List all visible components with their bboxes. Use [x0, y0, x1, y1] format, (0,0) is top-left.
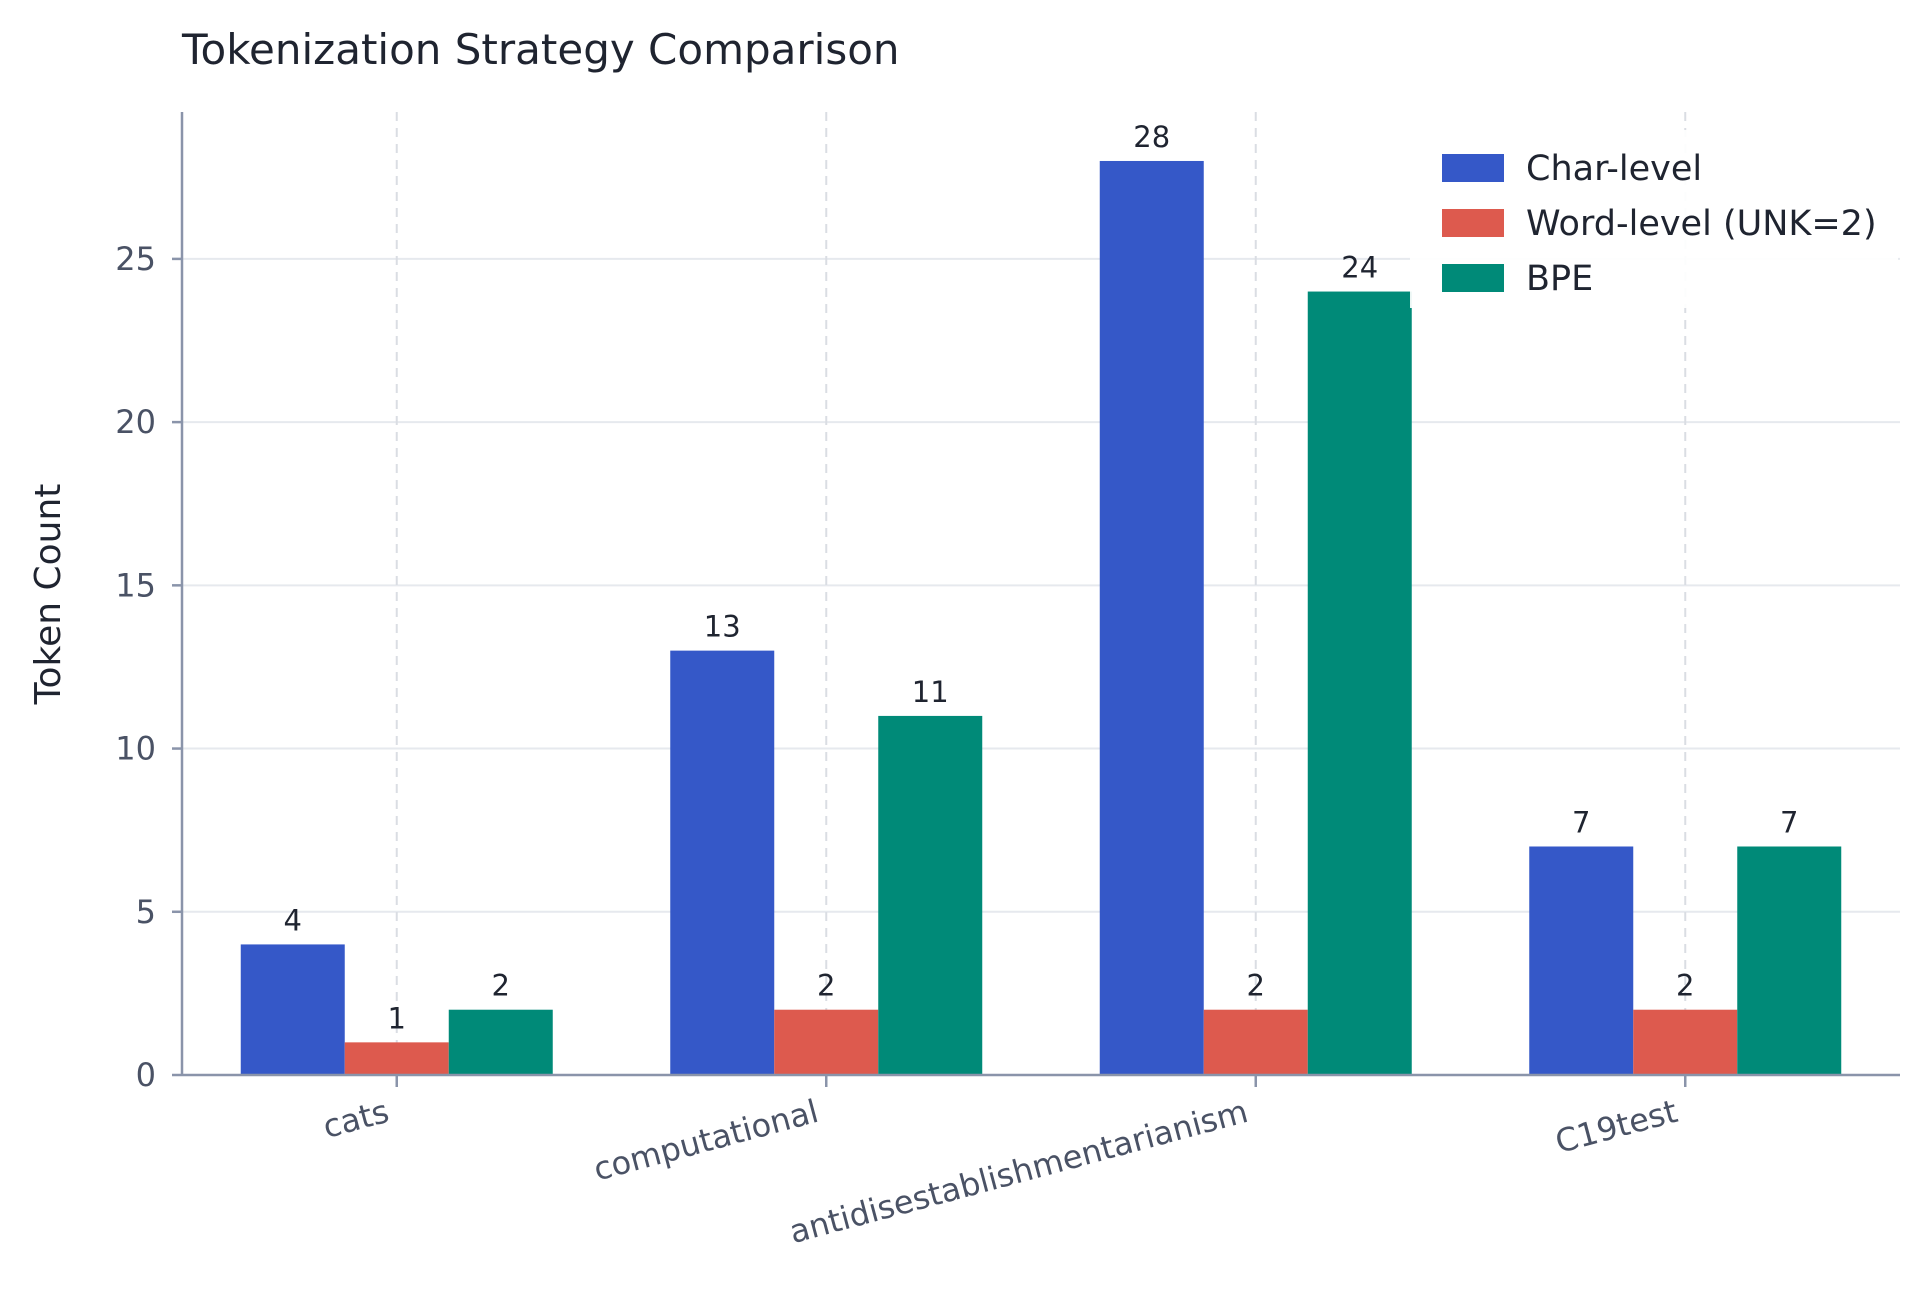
- bar: [344, 1042, 449, 1075]
- legend-swatch: [1442, 264, 1504, 292]
- grid: [182, 112, 1900, 1075]
- bar: [670, 650, 775, 1075]
- bar: [1307, 291, 1412, 1075]
- bar: [1633, 1009, 1738, 1075]
- bars: [240, 160, 1842, 1076]
- y-axis-label: Token Count: [28, 484, 69, 706]
- data-label: 2: [817, 969, 835, 1003]
- data-label: 4: [284, 903, 302, 937]
- y-tick-label: 10: [115, 730, 156, 768]
- bar: [240, 944, 345, 1075]
- bar: [774, 1009, 879, 1075]
- y-tick-label: 0: [136, 1056, 156, 1094]
- x-tick-label: computational: [589, 1092, 822, 1188]
- bar: [1099, 160, 1204, 1076]
- legend: Char-level Word-level (UNK=2) BPE: [1410, 130, 1898, 308]
- data-label: 11: [912, 675, 949, 709]
- x-tick-label: antidisestablishmentarianism: [785, 1092, 1251, 1251]
- y-tick-label: 15: [115, 566, 156, 604]
- bar: [1529, 846, 1634, 1075]
- data-label: 2: [1247, 969, 1265, 1003]
- chart-title: Tokenization Strategy Comparison: [181, 25, 900, 74]
- data-label: 7: [1572, 805, 1590, 839]
- data-label: 7: [1780, 805, 1798, 839]
- data-label: 1: [388, 1001, 406, 1035]
- legend-swatch: [1442, 209, 1504, 237]
- y-tick-label: 20: [115, 403, 156, 441]
- bar: [1737, 846, 1842, 1075]
- bar: [448, 1009, 553, 1075]
- data-label: 24: [1341, 251, 1378, 285]
- data-label: 2: [492, 969, 510, 1003]
- y-tick-label: 25: [115, 240, 156, 278]
- data-label: 2: [1676, 969, 1694, 1003]
- y-tick-label: 5: [136, 893, 156, 931]
- x-tick-label: cats: [319, 1092, 393, 1146]
- bar: [1203, 1009, 1308, 1075]
- bar: [878, 715, 983, 1075]
- data-labels: 4 13 28 7 1 2 2 2 2 11 24 7: [284, 120, 1799, 1035]
- legend-label: Char-level: [1526, 149, 1702, 189]
- data-label: 13: [704, 610, 741, 644]
- data-label: 28: [1133, 120, 1170, 154]
- x-tick-label: C19test: [1551, 1092, 1681, 1161]
- legend-label: BPE: [1526, 259, 1593, 299]
- legend-label: Word-level (UNK=2): [1526, 204, 1877, 244]
- legend-swatch: [1442, 154, 1504, 182]
